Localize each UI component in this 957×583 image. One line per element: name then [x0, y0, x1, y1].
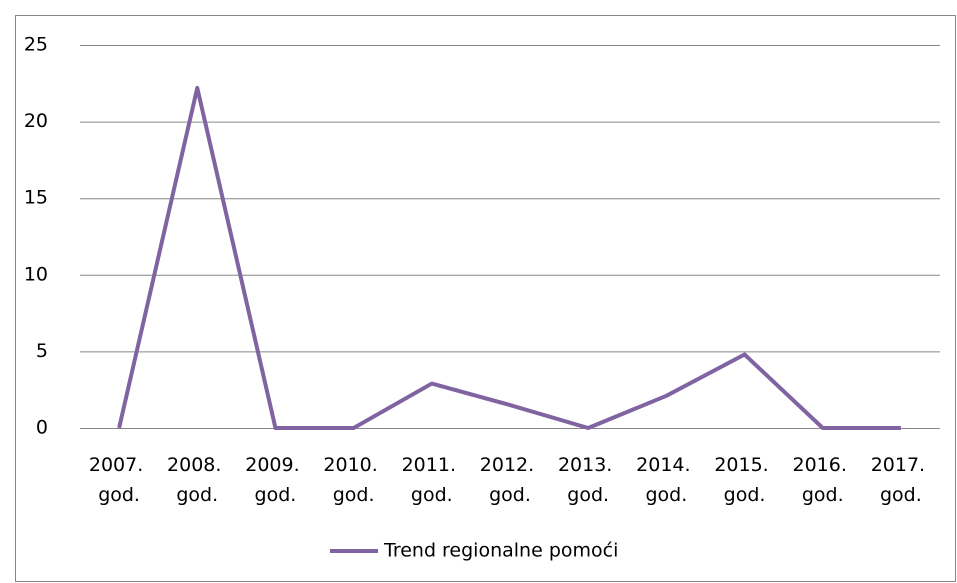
- x-tick-label: 2012. god.: [480, 454, 540, 506]
- x-tick-label: 2014. god.: [636, 454, 696, 506]
- x-tick-label: 2015. god.: [714, 454, 774, 506]
- x-tick-label: 2017. god.: [871, 454, 931, 506]
- x-tick-label: 2009. god.: [245, 454, 305, 506]
- y-tick-label: 15: [24, 187, 48, 209]
- chart-border: [15, 15, 956, 582]
- x-tick-label: 2008. god.: [167, 454, 227, 506]
- y-tick-label: 25: [24, 34, 48, 56]
- x-tick-label: 2013. god.: [558, 454, 618, 506]
- x-tick-label: 2016. god.: [793, 454, 853, 506]
- y-tick-label: 0: [36, 417, 48, 439]
- line-series: [117, 85, 901, 430]
- y-tick-label: 10: [24, 263, 48, 285]
- y-tick-label: 5: [36, 340, 48, 362]
- x-tick-label: 2007. god.: [89, 454, 149, 506]
- x-tick-label: 2011. god.: [402, 454, 462, 506]
- y-tick-label: 20: [24, 110, 48, 132]
- legend-label: Trend regionalne pomoći: [383, 540, 618, 562]
- x-tick-label: 2010. god.: [323, 454, 383, 506]
